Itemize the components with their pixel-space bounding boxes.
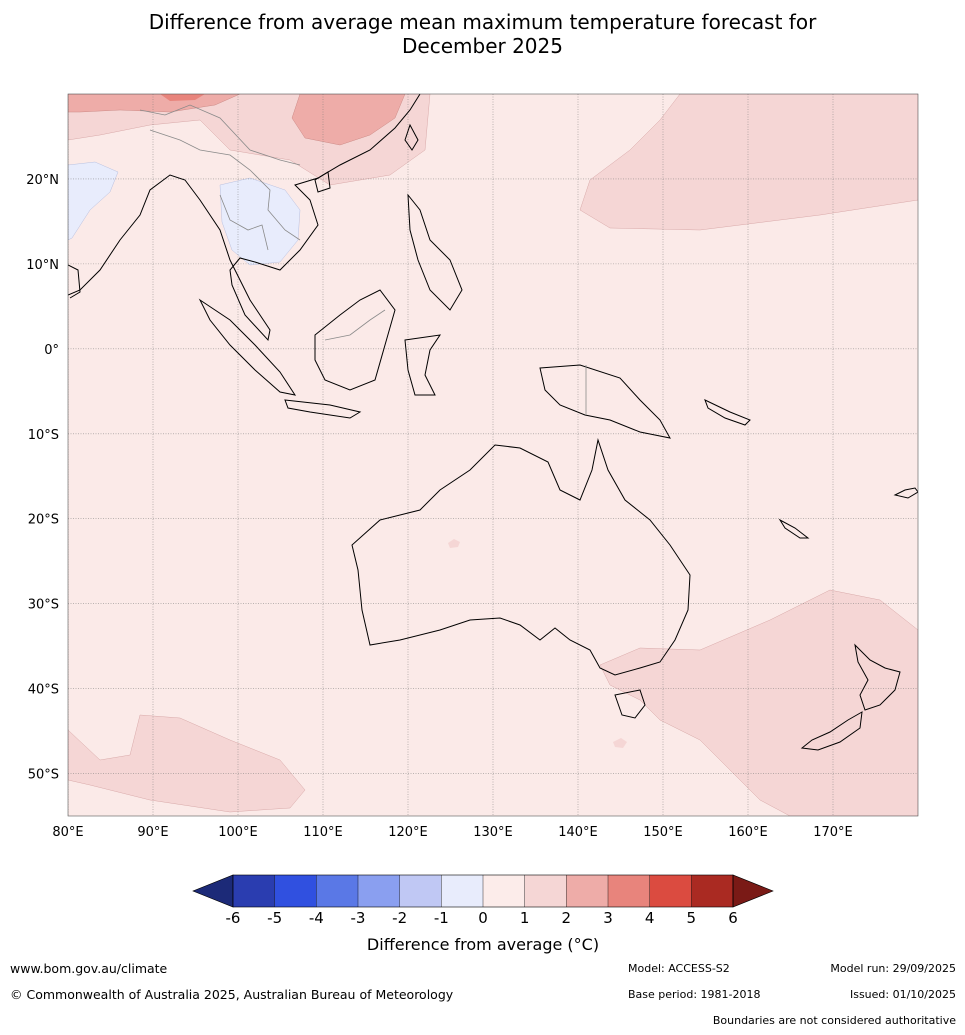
lon-label-7: 150°E xyxy=(643,825,683,840)
anomaly-zone-bight-spot xyxy=(448,539,460,548)
colorbar-tick-8: 2 xyxy=(562,909,572,927)
colorbar-swatch-0 xyxy=(233,875,275,907)
lat-label-3: 10°S xyxy=(28,428,59,443)
anomaly-zone-north-hotter xyxy=(160,94,205,101)
anomaly-zone-india-cool xyxy=(68,161,119,241)
lat-label-5: 30°S xyxy=(28,598,59,613)
anomaly-zone-southern-ocean xyxy=(68,714,306,813)
colorbar-swatch-4 xyxy=(399,875,442,907)
colorbar-swatch-11 xyxy=(691,875,733,907)
coast-new-guinea xyxy=(539,364,671,439)
lon-label-1: 90°E xyxy=(137,825,168,840)
coast-tasmania xyxy=(614,689,646,719)
colorbar-tick-7: 1 xyxy=(520,909,530,927)
map-frame xyxy=(67,93,919,817)
lat-label-0: 20°N xyxy=(26,173,59,188)
colorbar-swatch-5 xyxy=(441,875,483,907)
colorbar-label: Difference from average (°C) xyxy=(367,935,599,954)
lat-label-4: 20°S xyxy=(28,513,59,528)
colorbar-under-arrow xyxy=(192,874,234,908)
lon-label-2: 100°E xyxy=(218,825,258,840)
colorbar-swatch-10 xyxy=(649,875,692,907)
coast-taiwan-hainan xyxy=(314,123,419,193)
footer-issued: Issued: 01/10/2025 xyxy=(849,988,956,1001)
anomaly-zone-china-hot xyxy=(291,94,406,146)
footer-model-run: Model run: 29/09/2025 xyxy=(830,962,956,975)
title-line-1: Difference from average mean maximum tem… xyxy=(148,10,817,34)
colorbar-tick-2: -4 xyxy=(309,909,324,927)
border-borneo xyxy=(324,309,386,341)
lon-label-3: 110°E xyxy=(303,825,343,840)
lon-label-0: 80°E xyxy=(52,825,83,840)
coast-australia xyxy=(351,438,691,676)
lat-label-1: 10°N xyxy=(26,258,59,273)
latitude-labels: 20°N 10°N 0° 10°S 20°S 30°S 40°S 50°S xyxy=(26,173,59,783)
lat-label-7: 50°S xyxy=(28,768,59,783)
colorbar-swatch-3 xyxy=(358,875,400,907)
border-indochina xyxy=(149,129,301,241)
footer-base-period: Base period: 1981-2018 xyxy=(628,988,761,1001)
border-china-south xyxy=(139,104,301,166)
colorbar-tick-4: -2 xyxy=(392,909,407,927)
lon-label-5: 130°E xyxy=(473,825,513,840)
colorbar-tick-1: -5 xyxy=(267,909,282,927)
coast-sri-lanka xyxy=(68,264,81,299)
anomaly-zone-north-pacific xyxy=(579,94,918,231)
colorbar-swatch-6 xyxy=(483,875,525,907)
colorbar-tick-3: -3 xyxy=(351,909,366,927)
coast-borneo xyxy=(314,289,396,391)
lon-label-9: 170°E xyxy=(813,825,853,840)
coast-java xyxy=(284,399,362,419)
coast-new-zealand-north xyxy=(854,643,901,711)
coast-sulawesi xyxy=(404,334,442,396)
chart-title: Difference from average mean maximum tem… xyxy=(0,10,965,58)
longitude-labels: 80°E 90°E 100°E 110°E 120°E 130°E 140°E 150°E 16… xyxy=(52,825,852,840)
colorbar-swatch-8 xyxy=(566,875,608,907)
lon-label-6: 140°E xyxy=(558,825,598,840)
anomaly-zone-tasman xyxy=(599,589,918,816)
footer-website[interactable]: www.bom.gov.au/climate xyxy=(10,961,168,976)
country-borders xyxy=(139,104,587,415)
coast-solomon-islands xyxy=(704,399,751,426)
footer-copyright: © Commonwealth of Australia 2025, Austra… xyxy=(10,987,454,1002)
footer-disclaimer: Boundaries are not considered authoritat… xyxy=(712,1014,956,1027)
graticule xyxy=(68,94,918,816)
coast-new-zealand-south xyxy=(800,711,863,751)
colorbar: -6 -5 -4 -3 -2 -1 0 1 2 3 4 5 6 xyxy=(192,874,774,927)
coast-fiji xyxy=(893,487,918,499)
colorbar-tick-6: 0 xyxy=(478,909,488,927)
lat-label-6: 40°S xyxy=(28,683,59,698)
border-thailand xyxy=(219,194,269,251)
colorbar-tick-11: 5 xyxy=(687,909,697,927)
colorbar-tick-5: -1 xyxy=(434,909,449,927)
coast-new-caledonia xyxy=(778,518,810,539)
lat-label-2: 0° xyxy=(44,343,59,358)
anomaly-zone-tasmania-spot xyxy=(613,738,627,748)
colorbar-swatch-9 xyxy=(608,875,650,907)
anomaly-zone-indochina-cool xyxy=(219,177,301,266)
colorbar-tick-10: 4 xyxy=(645,909,655,927)
footer-model: Model: ACCESS-S2 xyxy=(628,962,730,975)
lon-label-8: 160°E xyxy=(728,825,768,840)
lon-label-4: 120°E xyxy=(388,825,428,840)
coast-philippines xyxy=(407,193,463,311)
coastlines xyxy=(68,94,918,751)
colorbar-swatch-2 xyxy=(316,875,358,907)
title-line-2: December 2025 xyxy=(402,34,563,58)
colorbar-tick-12: 6 xyxy=(728,909,738,927)
coast-sumatra xyxy=(198,298,297,396)
colorbar-over-arrow xyxy=(732,874,774,908)
colorbar-tick-0: -6 xyxy=(226,909,241,927)
anomaly-contours xyxy=(68,94,918,816)
colorbar-swatch-1 xyxy=(274,875,317,907)
colorbar-tick-9: 3 xyxy=(603,909,613,927)
colorbar-swatch-7 xyxy=(524,875,567,907)
